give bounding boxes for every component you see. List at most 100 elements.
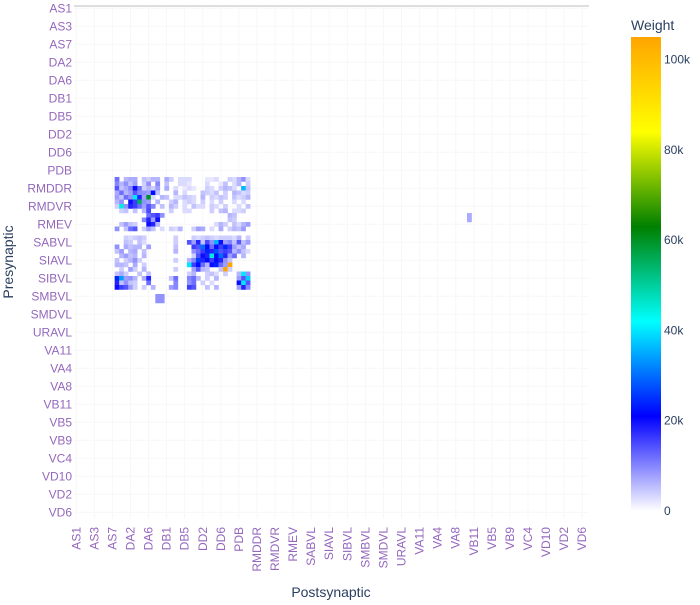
heatmap-cell: [227, 226, 233, 232]
heatmap-cell: [223, 271, 228, 277]
heatmap-cell: [141, 240, 147, 245]
heatmap-cell: [223, 195, 228, 200]
heatmap-cell: [141, 249, 147, 254]
heatmap-cell: [245, 276, 251, 281]
heatmap-cell: [200, 195, 206, 200]
heatmap-cell: [155, 217, 161, 223]
heatmap-cell: [141, 253, 147, 259]
heatmap-cell: [186, 262, 192, 268]
heatmap-cell: [123, 226, 129, 232]
y-tick-label: RMDDR: [27, 181, 72, 195]
heatmap-cell: [191, 258, 197, 263]
heatmap-cell: [137, 190, 143, 196]
heatmap-cell: [223, 208, 228, 214]
heatmap-cell: [155, 222, 161, 227]
heatmap-cell: [232, 195, 237, 200]
heatmap-cell: [200, 249, 206, 254]
heatmap-cell: [132, 253, 138, 259]
heatmap-cell: [218, 222, 224, 227]
heatmap-cell: [205, 253, 210, 259]
heatmap-cell: [119, 285, 124, 290]
heatmap-cell: [146, 276, 152, 281]
heatmap-cell: [150, 204, 156, 209]
x-tick-label: DB1: [160, 527, 174, 551]
heatmap-cell: [232, 226, 237, 232]
y-tick-label: PDB: [47, 163, 72, 177]
heatmap-cell: [227, 235, 233, 241]
heatmap-cell: [223, 181, 228, 187]
heatmap-cell: [173, 199, 179, 205]
heatmap-cell: [114, 280, 120, 286]
heatmap-cell: [132, 276, 138, 281]
heatmap-cell: [205, 177, 210, 182]
x-tick-label: VA8: [449, 527, 463, 549]
heatmap-cell: [128, 253, 133, 259]
y-tick-label: DA2: [49, 55, 73, 69]
heatmap-cell: [132, 204, 138, 209]
heatmap-cell: [146, 204, 152, 209]
x-tick-label: VD10: [539, 527, 553, 557]
x-tick-label: AS1: [69, 527, 83, 550]
heatmap-cell: [119, 271, 124, 277]
heatmap-cell: [123, 190, 129, 196]
heatmap-cell: [214, 249, 219, 254]
heatmap-cell: [209, 240, 215, 245]
heatmap-cell: [173, 204, 179, 209]
heatmap-cell: [245, 222, 251, 227]
heatmap-cell: [137, 199, 143, 205]
heatmap-cell: [236, 181, 242, 187]
heatmap-cell: [168, 199, 174, 205]
y-tick-label: DB5: [49, 109, 73, 123]
heatmap-cell: [245, 190, 251, 196]
heatmap-cell: [114, 186, 120, 191]
heatmap-cell: [128, 244, 133, 250]
heatmap-cell: [205, 271, 210, 277]
heatmap-cell: [186, 181, 192, 187]
heatmap-cell: [191, 280, 197, 286]
heatmap-cell: [155, 186, 161, 191]
x-tick-label: DA6: [142, 527, 156, 551]
heatmap-cell: [146, 271, 152, 277]
heatmap-cell: [209, 195, 215, 200]
heatmap-cell: [164, 181, 170, 187]
heatmap-cell: [177, 181, 183, 187]
heatmap-cell: [218, 253, 224, 259]
heatmap-cell: [195, 253, 201, 259]
heatmap-cell: [141, 217, 147, 223]
colorbar-tick-labels: 0 20k 40k 60k 80k 100k: [664, 53, 691, 518]
heatmap-cell: [132, 285, 138, 290]
heatmap-cell: [132, 195, 138, 200]
heatmap-cell: [186, 199, 192, 205]
heatmap-cell: [236, 226, 242, 232]
heatmap-cell: [191, 276, 197, 281]
heatmap-cell: [173, 276, 179, 281]
heatmap-cell: [141, 190, 147, 196]
colorbar-tick-label: 60k: [664, 233, 684, 247]
heatmap-cell: [223, 267, 228, 272]
heatmap-cell: [119, 208, 124, 214]
heatmap-cell: [218, 195, 224, 200]
y-tick-label: SIAVL: [39, 253, 72, 267]
heatmap-cell: [205, 276, 210, 281]
heatmap-cell: [205, 244, 210, 250]
heatmap-cell: [218, 258, 224, 263]
y-tick-label: RMEV: [37, 217, 72, 231]
heatmap-cell: [128, 181, 133, 187]
heatmap-cell: [236, 271, 242, 277]
heatmap-cell: [146, 195, 152, 200]
heatmap-cell: [128, 249, 133, 254]
heatmap-cell: [214, 190, 219, 196]
heatmap-cell: [236, 244, 242, 250]
heatmap-cell: [155, 181, 161, 187]
heatmap-cell: [232, 244, 237, 250]
heatmap-cell: [132, 262, 138, 268]
heatmap-cell: [123, 177, 129, 182]
heatmap-cell: [177, 195, 183, 200]
y-tick-label: DA6: [49, 73, 73, 87]
heatmap-cell: [236, 208, 242, 214]
heatmap-cell: [214, 253, 219, 259]
heatmap-cell: [155, 177, 161, 182]
heatmap-cell: [227, 240, 233, 245]
heatmap-cell: [132, 267, 138, 272]
